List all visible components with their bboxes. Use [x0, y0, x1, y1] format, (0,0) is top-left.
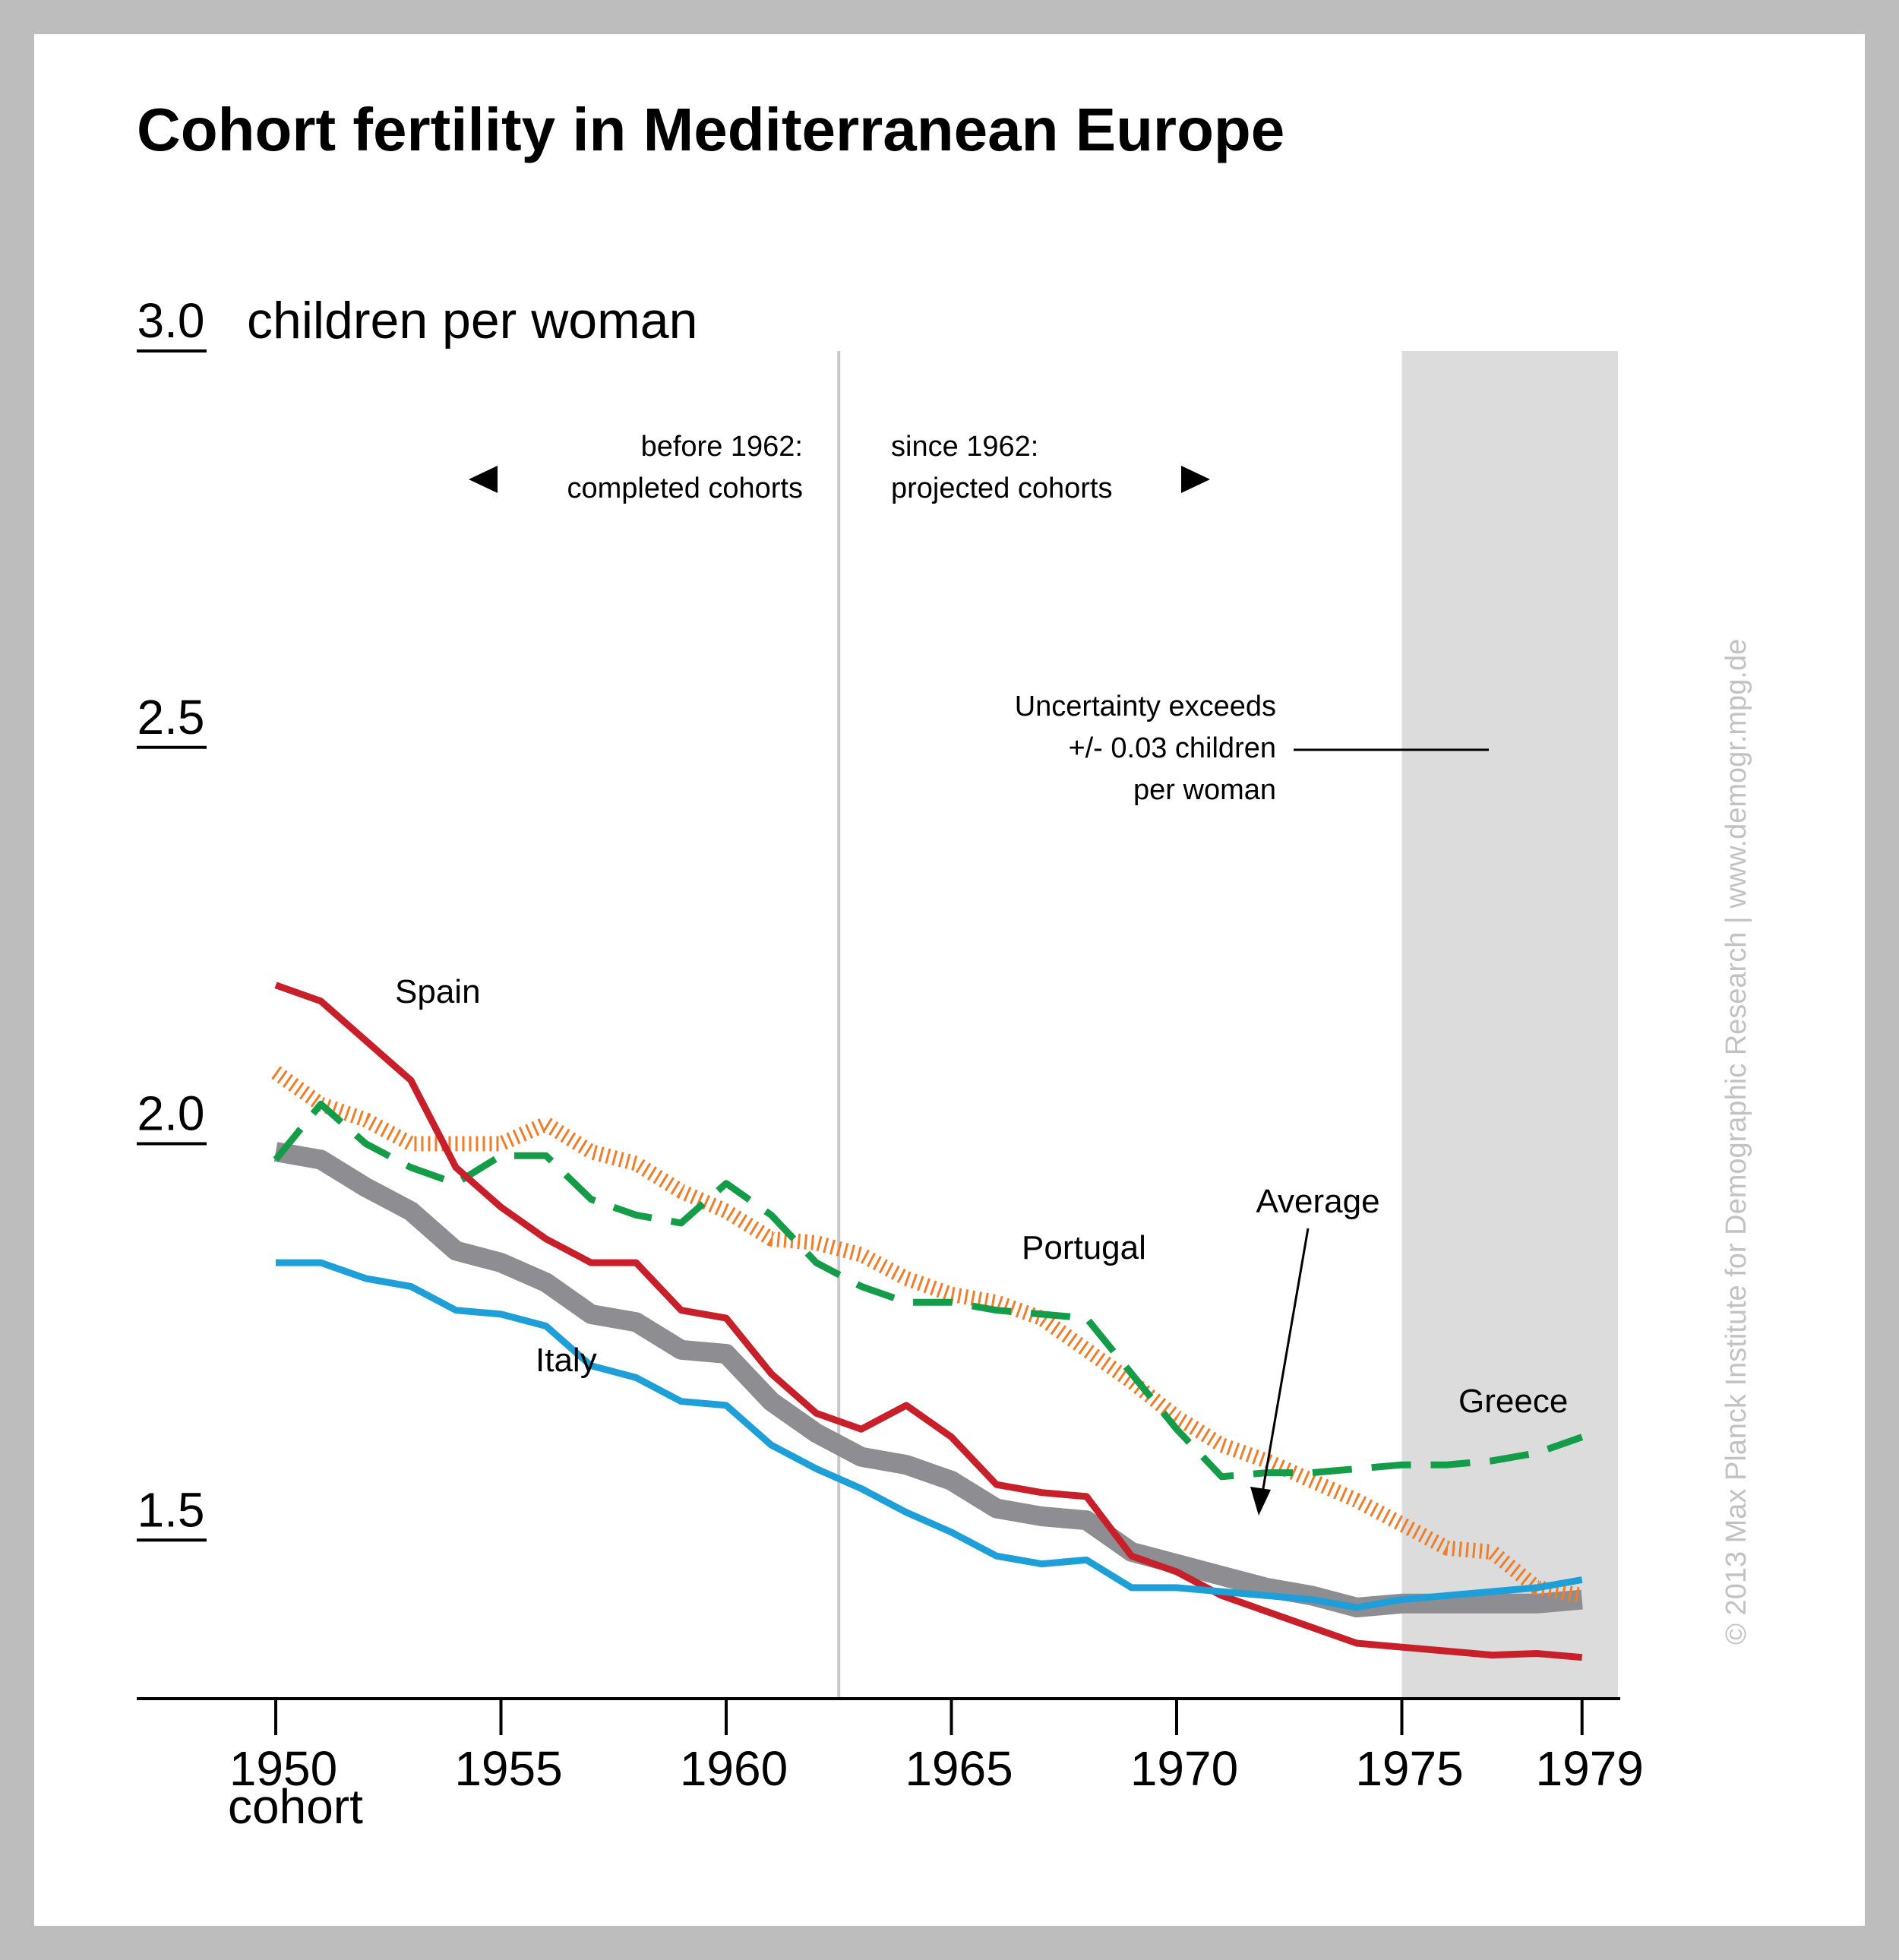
since-label-line1: since 1962: — [891, 431, 1038, 463]
x-tick-label-1960: 1960 — [680, 1741, 788, 1796]
series-label-portugal: Portugal — [1022, 1229, 1146, 1266]
uncertainty-label-line3: per woman — [1133, 774, 1276, 806]
series-line-spain — [274, 982, 1583, 1661]
chart-title: Cohort fertility in Mediterranean Europe — [137, 96, 1284, 163]
series-line-average — [273, 1142, 1583, 1617]
series-label-spain: Spain — [395, 973, 481, 1010]
fertility-chart: Cohort fertility in Mediterranean Europe… — [137, 96, 1752, 1834]
x-tick-label-1965: 1965 — [905, 1741, 1013, 1796]
right-arrow-icon — [1181, 466, 1210, 493]
uncertainty-label-line1: Uncertainty exceeds — [1015, 691, 1276, 722]
x-axis-label: cohort — [228, 1779, 363, 1834]
y-tick-label-2-5: 2.5 — [137, 690, 205, 744]
series-line-italy — [276, 1259, 1583, 1611]
series-line-greece — [273, 1100, 1584, 1481]
uncertainty-label-line2: +/- 0.03 children — [1068, 732, 1276, 764]
series-line-portugal — [271, 1066, 1584, 1604]
y-axis-label: children per woman — [247, 292, 697, 349]
x-tick-label-1970: 1970 — [1130, 1741, 1238, 1796]
series-label-italy: Italy — [536, 1342, 597, 1379]
average-annotation-label: Average — [1256, 1183, 1379, 1220]
y-tick-label-1-5: 1.5 — [137, 1482, 205, 1537]
since-label-line2: projected cohorts — [891, 473, 1113, 504]
average-annotation-arrow-line — [1261, 1228, 1310, 1494]
x-tick-label-1975: 1975 — [1355, 1741, 1463, 1796]
credit-text: © 2013 Max Planck Institute for Demograp… — [1720, 639, 1752, 1645]
x-tick-label-1979: 1979 — [1536, 1741, 1644, 1796]
before-label-line2: completed cohorts — [567, 473, 804, 504]
uncertainty-band — [1401, 351, 1618, 1699]
chart-card: Cohort fertility in Mediterranean Europe… — [34, 34, 1865, 1926]
y-tick-label-2-0: 2.0 — [137, 1086, 205, 1141]
y-tick-label-3-0: 3.0 — [137, 293, 205, 348]
left-arrow-icon — [469, 466, 498, 493]
average-annotation-arrowhead-icon — [1250, 1487, 1271, 1516]
before-label-line1: before 1962: — [641, 431, 803, 463]
series-label-greece: Greece — [1458, 1383, 1568, 1420]
x-tick-label-1950: 1950 — [229, 1741, 337, 1796]
x-tick-label-1955: 1955 — [454, 1741, 562, 1796]
